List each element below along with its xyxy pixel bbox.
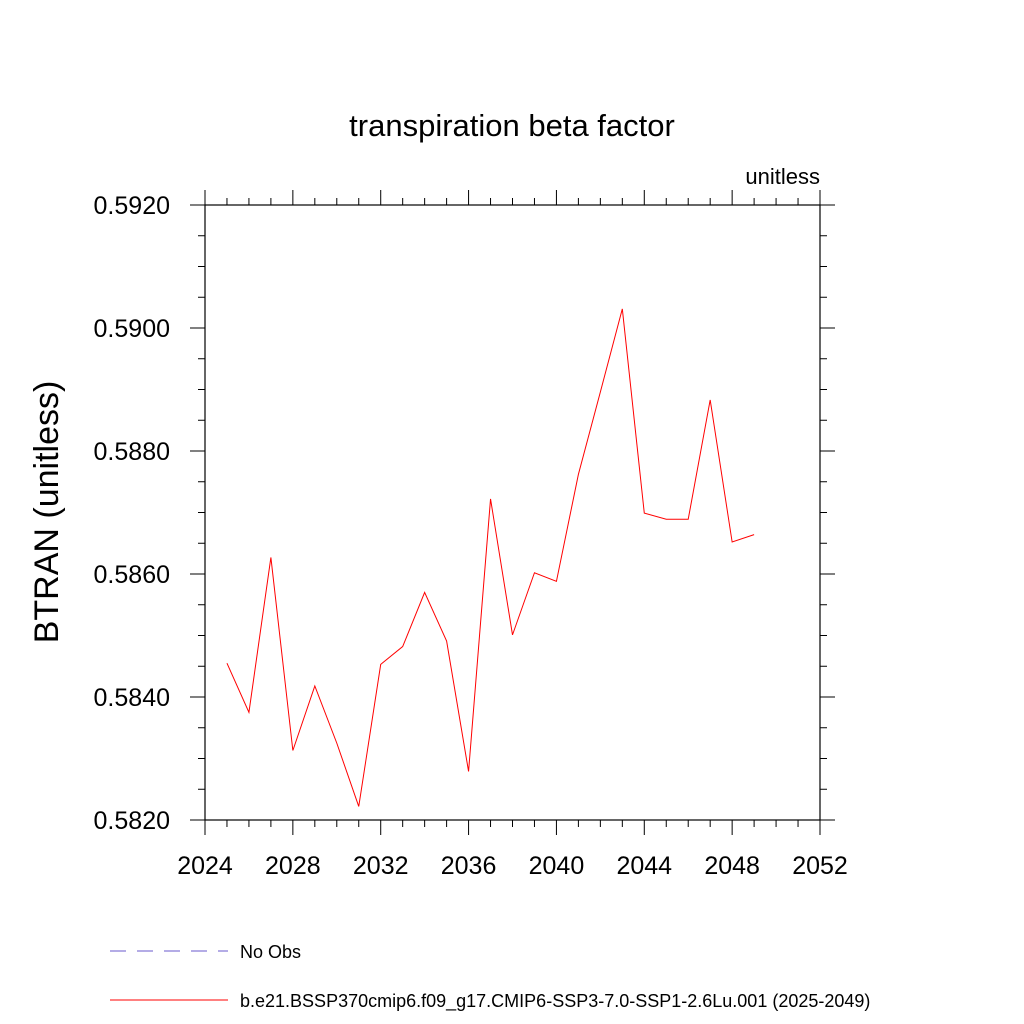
legend-label-1: b.e21.BSSP370cmip6.f09_g17.CMIP6-SSP3-7.… — [240, 991, 870, 1012]
series-point — [225, 662, 228, 665]
x-tick-label: 2052 — [792, 852, 848, 880]
legend: No Obs b.e21.BSSP370cmip6.f09_g17.CMIP6-S… — [110, 942, 870, 1012]
chart-title: transpiration beta factor — [349, 108, 675, 143]
x-tick-label: 2048 — [704, 852, 760, 880]
y-axis-label: BTRAN (unitless) — [28, 381, 66, 644]
series-point — [511, 633, 514, 636]
y-tick-label: 0.5920 — [94, 192, 170, 220]
legend-label-0: No Obs — [240, 942, 301, 962]
series-point — [687, 518, 690, 521]
x-tick-labels: 2024 2028 2032 2036 2040 2044 2048 2052 — [177, 852, 848, 880]
x-tick-label: 2044 — [616, 852, 672, 880]
series-point — [709, 398, 712, 401]
series-point — [357, 805, 360, 808]
series-point — [643, 512, 646, 515]
series-point — [753, 533, 756, 536]
x-tick-label: 2028 — [265, 852, 321, 880]
x-tick-label: 2040 — [529, 852, 585, 880]
axis-ticks — [190, 190, 835, 835]
series-point — [489, 497, 492, 500]
units-label: unitless — [745, 164, 820, 189]
y-tick-label: 0.5840 — [94, 684, 170, 712]
series-point — [555, 580, 558, 583]
series-point — [401, 645, 404, 648]
series-point — [379, 663, 382, 666]
series-point — [335, 742, 338, 745]
x-tick-label: 2032 — [353, 852, 409, 880]
y-tick-labels: 0.5820 0.5840 0.5860 0.5880 0.5900 0.5920 — [94, 192, 170, 835]
series-point — [445, 640, 448, 643]
series-point — [533, 571, 536, 574]
series-point — [577, 473, 580, 476]
y-tick-label: 0.5820 — [94, 807, 170, 835]
series-point — [731, 541, 734, 544]
series-group — [225, 307, 756, 808]
series-point — [599, 390, 602, 393]
series-point — [313, 684, 316, 687]
y-tick-label: 0.5900 — [94, 315, 170, 343]
y-tick-label: 0.5880 — [94, 438, 170, 466]
series-point — [247, 711, 250, 714]
x-tick-label: 2036 — [441, 852, 497, 880]
series-point — [467, 770, 470, 773]
series-point — [665, 518, 668, 521]
series-line-1 — [226, 308, 755, 807]
x-tick-label: 2024 — [177, 852, 233, 880]
series-point — [291, 749, 294, 752]
series-point — [423, 591, 426, 594]
y-tick-label: 0.5860 — [94, 561, 170, 589]
series-point — [269, 556, 272, 559]
series-point — [621, 307, 624, 310]
